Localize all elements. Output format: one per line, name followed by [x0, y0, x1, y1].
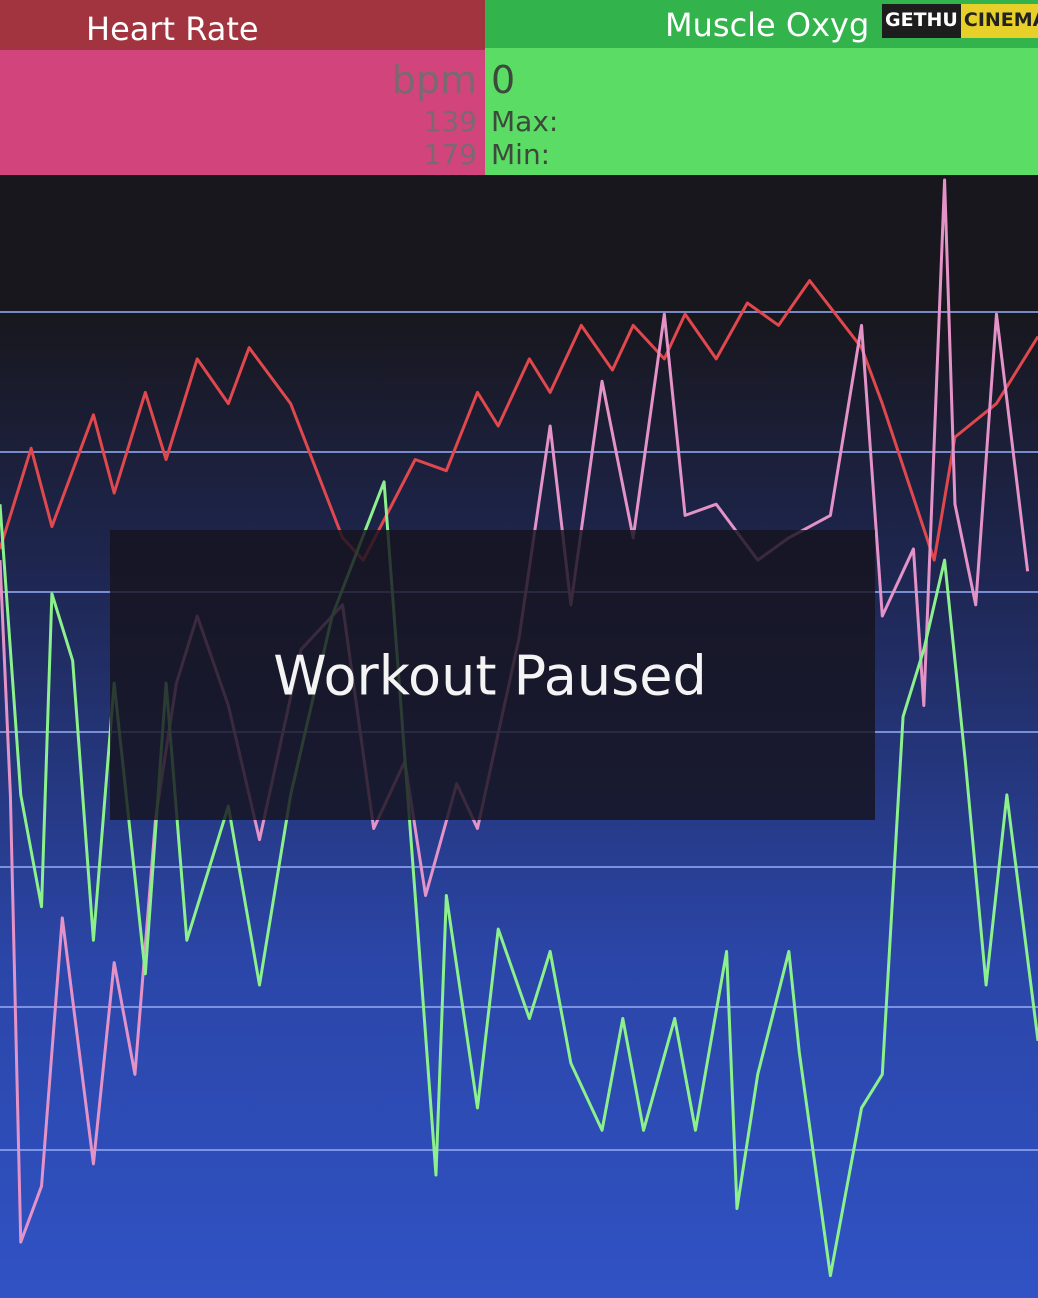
heart-title: Heart Rate [86, 10, 259, 48]
series-line [0, 480, 1038, 1278]
heart-unit: bpm [391, 58, 477, 102]
heart-min: 179 [423, 138, 477, 171]
oxygen-min-label: Min: [491, 138, 551, 171]
watermark: GETHU CINEMA [882, 4, 1038, 38]
series-line [0, 279, 1038, 562]
pause-text: Workout Paused [273, 645, 707, 708]
heart-title-bar: Heart Rate [0, 0, 485, 50]
watermark-right: CINEMA [960, 4, 1038, 38]
oxygen-max-label: Max: [491, 105, 559, 138]
oxygen-panel: 0 Max: Min: [485, 48, 1038, 175]
oxygen-title: Muscle Oxyg [665, 6, 870, 44]
oxygen-value: 0 [491, 58, 516, 102]
pause-overlay [110, 530, 875, 820]
watermark-left: GETHU [882, 4, 961, 38]
heart-panel: bpm 139 179 [0, 50, 485, 175]
heart-max: 139 [423, 105, 477, 138]
